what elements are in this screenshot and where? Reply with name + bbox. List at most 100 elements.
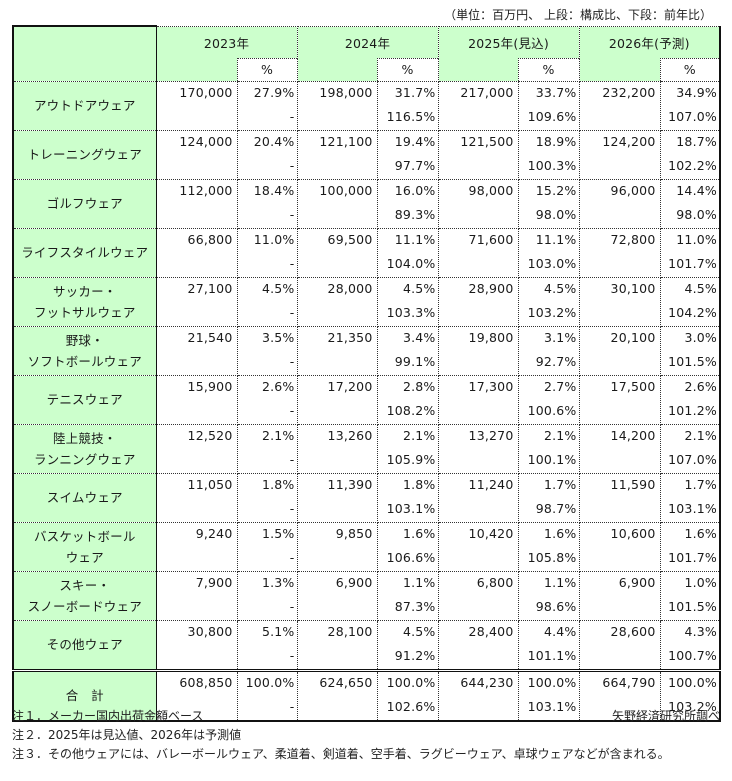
pct-cell: 11.1% 103.0% [517, 227, 580, 278]
share-value: 1.1% [402, 574, 436, 590]
value-cell: 14,200 [578, 423, 661, 474]
pct-cell: 4.4% 101.1% [517, 619, 580, 671]
pct-cell: 100.0% - [236, 668, 298, 722]
pct-cell: 1.0% 101.5% [659, 570, 721, 621]
pct-cell: 31.7% 116.5% [376, 80, 439, 131]
row-label-line: スキー・ [59, 577, 111, 593]
share-value: 1.7% [543, 476, 577, 492]
row-label-line: ウェア [65, 549, 104, 565]
value-cell: 6,900 [296, 570, 378, 621]
value-cell: 9,240 [155, 521, 238, 572]
row-label-line: 陸上競技・ [52, 430, 117, 446]
value-cell: 6,900 [578, 570, 661, 621]
yoy-value: - [289, 108, 295, 124]
pct-cell: 100.0% 103.1% [517, 668, 580, 722]
value-cell: 198,000 [296, 80, 378, 131]
share-value: 4.5% [402, 280, 436, 296]
share-value: 1.6% [684, 525, 717, 541]
share-value: 1.8% [261, 476, 295, 492]
yoy-value: 98.0% [535, 206, 577, 222]
share-value: 19.4% [394, 133, 436, 149]
value-cell: 30,100 [578, 276, 661, 327]
header-row-sub: % % % % [13, 57, 721, 82]
pct-cell: 3.1% 92.7% [517, 325, 580, 376]
yoy-value: 103.0% [527, 255, 577, 271]
row-label-line: スノーボードウェア [27, 598, 142, 614]
yoy-value: 100.3% [527, 157, 577, 173]
yoy-value: - [289, 451, 295, 467]
header-year-2025: 2025年(見込) [437, 25, 580, 58]
share-value: 18.7% [676, 133, 717, 149]
share-value: 4.5% [684, 280, 717, 296]
row-label-line: ソフトボールウェア [27, 353, 142, 369]
share-value: 2.6% [261, 378, 295, 394]
pct-cell: 2.6% - [236, 374, 298, 425]
share-value: 1.0% [684, 574, 717, 590]
yoy-value: 105.8% [527, 549, 577, 565]
value-cell: 232,200 [578, 80, 661, 131]
header-pct: % [376, 57, 439, 82]
pct-cell: 20.4% - [236, 129, 298, 180]
share-value: 1.5% [261, 525, 295, 541]
value-cell: 10,420 [437, 521, 519, 572]
yoy-value: 102.2% [668, 157, 717, 173]
table-row: バスケットボール ウェア 9,240 1.5% -9,850 1.6% 106.6% 10,4… [12, 521, 721, 572]
yoy-value: 105.9% [386, 451, 436, 467]
yoy-value: 101.5% [668, 598, 717, 614]
pct-cell: 1.8% - [236, 472, 298, 523]
pct-cell: 3.4% 99.1% [376, 325, 439, 376]
yoy-value: 87.3% [394, 598, 436, 614]
table-row: 陸上競技・ ランニングウェア 12,520 2.1% -13,260 2.1% 105.9%… [12, 423, 721, 474]
header-year-2023: 2023年 [155, 25, 298, 58]
pct-cell: 2.1% 107.0% [659, 423, 721, 474]
pct-cell: 18.9% 100.3% [517, 129, 580, 180]
row-label-line: サッカー・ [52, 283, 117, 299]
share-value: 2.1% [684, 427, 717, 443]
pct-cell: 1.1% 87.3% [376, 570, 439, 621]
row-label: サッカー・ フットサルウェア [12, 276, 157, 327]
value-cell: 20,100 [578, 325, 661, 376]
value-cell: 124,000 [155, 129, 238, 180]
share-value: 3.0% [684, 329, 717, 345]
header-year-2024: 2024年 [296, 25, 439, 58]
pct-cell: 2.1% - [236, 423, 298, 474]
share-value: 11.0% [676, 231, 717, 247]
row-label-line: バスケットボール [33, 528, 136, 544]
share-value: 1.8% [402, 476, 436, 492]
header-pct: % [236, 57, 298, 82]
value-cell: 7,900 [155, 570, 238, 621]
value-cell: 9,850 [296, 521, 378, 572]
row-label-line: ライフスタイルウェア [21, 245, 149, 260]
yoy-value: 101.1% [527, 647, 577, 663]
value-cell: 112,000 [155, 178, 238, 229]
share-value: 2.1% [543, 427, 577, 443]
yoy-value: 98.0% [676, 206, 717, 222]
share-value: 34.9% [676, 84, 717, 100]
value-cell: 27,100 [155, 276, 238, 327]
header-corner [12, 25, 157, 82]
yoy-value: - [289, 647, 295, 663]
value-cell: 11,590 [578, 472, 661, 523]
yoy-value: 103.2% [668, 698, 717, 714]
value-cell: 28,400 [437, 619, 519, 671]
pct-cell: 1.5% - [236, 521, 298, 572]
market-size-table: 2023年 2024年 2025年(見込) 2026年(予測) % % % % … [12, 25, 721, 722]
yoy-value: 104.2% [668, 304, 717, 320]
yoy-value: 102.6% [386, 698, 436, 714]
yoy-value: - [289, 353, 295, 369]
yoy-value: 98.6% [535, 598, 577, 614]
header-sub-blank [155, 58, 237, 82]
row-label: テニスウェア [12, 374, 157, 425]
pct-cell: 4.5% 104.2% [659, 276, 721, 327]
share-value: 2.1% [261, 427, 295, 443]
header-pct: % [659, 57, 721, 82]
table-row: サッカー・ フットサルウェア 27,100 4.5% -28,000 4.5% 103.3%… [12, 276, 721, 327]
share-value: 2.1% [402, 427, 436, 443]
pct-cell: 2.1% 100.1% [517, 423, 580, 474]
table-row: トレーニングウェア 124,000 20.4% -121,100 19.4% 97.7% 1… [12, 129, 721, 180]
value-cell: 28,000 [296, 276, 378, 327]
yoy-value: 91.2% [394, 647, 436, 663]
share-value: 16.0% [394, 182, 436, 198]
share-value: 4.5% [261, 280, 295, 296]
header-sub-blank [578, 58, 660, 82]
